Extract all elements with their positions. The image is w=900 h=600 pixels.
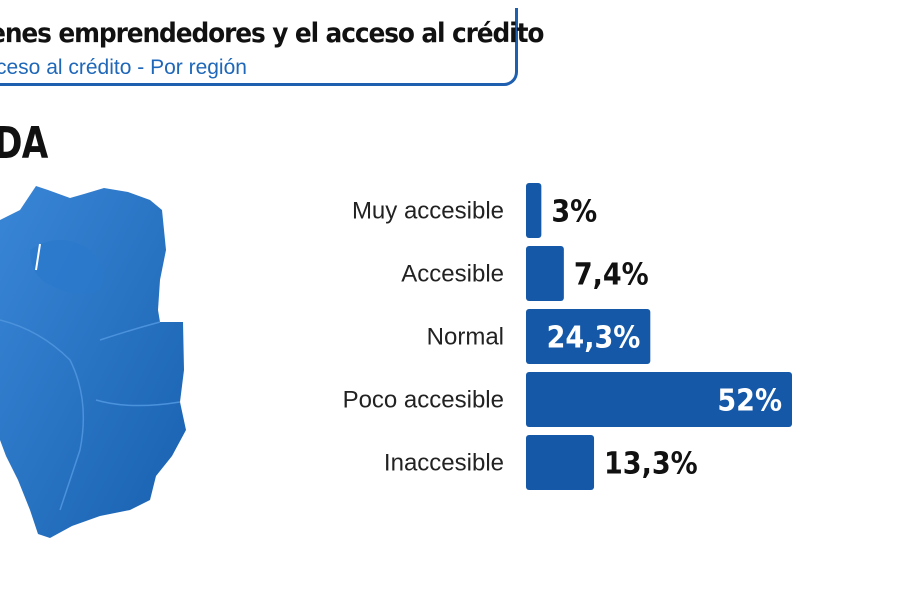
bar — [526, 435, 595, 490]
value-label: 3% — [551, 195, 597, 230]
category-label: Normal — [427, 324, 504, 351]
bar — [526, 309, 651, 364]
category-label: Inaccesible — [384, 450, 504, 477]
page-title: venes emprendedores y el acceso al crédi… — [0, 18, 544, 49]
bar — [526, 372, 792, 427]
map-border-line — [35, 243, 41, 271]
category-label: Accesible — [401, 261, 504, 288]
value-label: 13,3% — [604, 447, 698, 482]
bar — [526, 246, 564, 301]
category-label: Muy accesible — [352, 198, 504, 225]
map-border-line — [99, 321, 161, 341]
bar — [526, 183, 542, 238]
category-label: Poco accesible — [343, 387, 504, 414]
map-border-line — [0, 319, 85, 511]
page-subtitle: ceso al crédito - Por región — [0, 56, 247, 79]
region-map-icon — [0, 186, 186, 538]
map-sub-region — [30, 240, 104, 294]
header-box — [0, 8, 518, 86]
map-border-line — [95, 399, 181, 407]
region-name: DA — [0, 118, 48, 169]
value-label: 7,4% — [574, 258, 649, 293]
value-label: 24,3% — [547, 321, 641, 356]
value-label: 52% — [717, 384, 782, 419]
